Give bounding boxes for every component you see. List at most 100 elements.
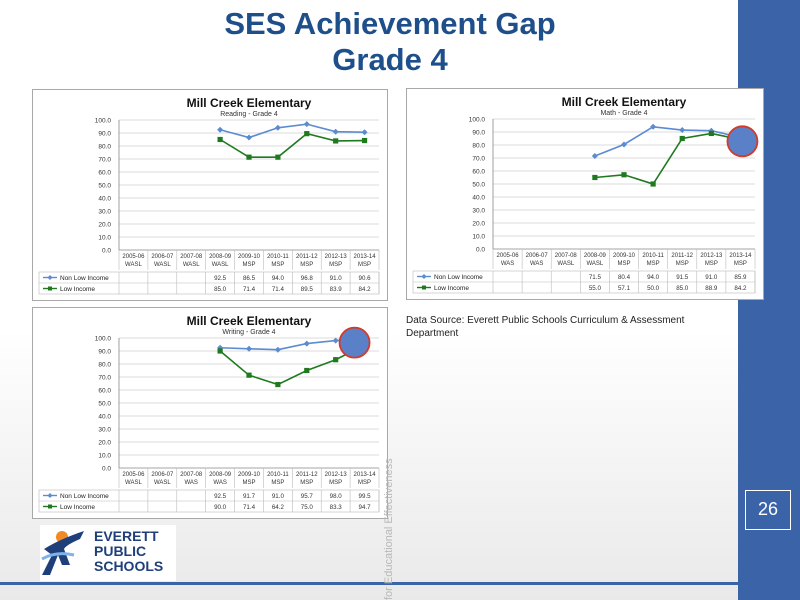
series-line-low-income — [219, 344, 365, 386]
data-point — [304, 131, 310, 137]
y-tick-label: 100.0 — [95, 336, 112, 343]
data-table-value: 55.0 — [589, 285, 602, 292]
y-tick-label: 70.0 — [98, 375, 111, 382]
legend-label: Non Low Income — [60, 275, 109, 282]
chart-title: Mill Creek Elementary — [187, 314, 312, 328]
data-table-value: 91.7 — [243, 493, 256, 500]
y-tick-label: 60.0 — [472, 169, 485, 176]
y-tick-label: 50.0 — [98, 183, 111, 190]
highlight-circle — [726, 125, 759, 158]
y-tick-label: 0.0 — [102, 466, 111, 473]
data-table-value: 86.5 — [243, 275, 256, 282]
data-point — [274, 124, 281, 131]
x-tick-label: 2005-06 — [122, 254, 145, 260]
x-test-label: WASL — [154, 262, 171, 268]
series-line-low-income — [219, 132, 365, 158]
x-tick-label: 2006-07 — [151, 472, 174, 478]
data-table-value: 94.0 — [647, 274, 660, 281]
y-tick-label: 30.0 — [98, 427, 111, 434]
y-tick-label: 10.0 — [472, 234, 485, 241]
y-tick-label: 70.0 — [472, 156, 485, 163]
y-tick-label: 80.0 — [472, 143, 485, 150]
y-tick-label: 50.0 — [472, 182, 485, 189]
x-tick-label: 2006-07 — [526, 253, 549, 259]
x-tick-label: 2010-11 — [642, 253, 664, 259]
y-tick-label: 70.0 — [98, 157, 111, 164]
data-table-value: 80.4 — [618, 274, 631, 281]
data-point — [303, 340, 310, 347]
y-tick-label: 40.0 — [98, 196, 111, 203]
y-tick-label: 0.0 — [476, 247, 485, 254]
legend-marker — [421, 274, 427, 279]
x-test-label: WAS — [501, 261, 514, 267]
data-table-value: 57.1 — [618, 285, 631, 292]
y-tick-label: 90.0 — [472, 130, 485, 137]
data-table-value: 84.2 — [359, 286, 372, 293]
legend-label: Low Income — [60, 286, 95, 293]
data-table-value: 75.0 — [301, 504, 314, 511]
district-logo: EVERETT PUBLIC SCHOOLS — [40, 525, 176, 581]
data-table-value: 94.0 — [272, 275, 285, 282]
legend-marker — [47, 493, 53, 498]
data-table-value: 50.0 — [647, 285, 660, 292]
data-point — [246, 134, 252, 141]
chart-subtitle: Math - Grade 4 — [600, 110, 647, 117]
data-table-value: 89.5 — [301, 286, 314, 293]
data-point — [650, 123, 657, 130]
y-tick-label: 30.0 — [472, 208, 485, 215]
x-test-label: MSP — [647, 261, 660, 267]
data-table-value: 85.0 — [214, 286, 227, 293]
data-table-value: 91.0 — [705, 274, 718, 281]
x-tick-label: 2008-09 — [209, 254, 232, 260]
legend-label: Low Income — [434, 285, 469, 292]
x-test-label: MSP — [358, 262, 371, 268]
data-table-value: 71.4 — [243, 286, 256, 293]
vertical-caption: for Educational Effectiveness — [383, 458, 395, 600]
data-table-value: 85.9 — [734, 274, 747, 281]
data-point — [303, 121, 310, 128]
x-tick-label: 2008-09 — [584, 253, 607, 259]
y-tick-label: 100.0 — [469, 117, 486, 124]
x-tick-label: 2013-14 — [354, 254, 377, 260]
chart-subtitle: Writing - Grade 4 — [222, 329, 275, 336]
data-table-value: 90.0 — [214, 504, 227, 511]
x-tick-label: 2012-13 — [325, 472, 348, 478]
y-tick-label: 50.0 — [98, 401, 111, 408]
x-tick-label: 2011-12 — [296, 472, 318, 478]
x-test-label: WASL — [183, 262, 200, 268]
data-table-value: 71.5 — [589, 274, 602, 281]
chart-title: Mill Creek Elementary — [187, 96, 312, 110]
y-tick-label: 90.0 — [98, 349, 111, 356]
x-tick-label: 2005-06 — [497, 253, 520, 259]
data-table-value: 85.0 — [676, 285, 689, 292]
x-test-label: WASL — [125, 480, 142, 486]
data-table-value: 94.7 — [359, 504, 372, 511]
x-tick-label: 2012-13 — [325, 254, 348, 260]
logo-line-2: PUBLIC — [94, 543, 147, 559]
legend-label: Non Low Income — [60, 493, 109, 500]
data-point — [304, 367, 310, 374]
data-point — [333, 357, 339, 363]
data-point — [333, 138, 339, 144]
x-test-label: MSP — [300, 480, 313, 486]
data-point — [591, 153, 598, 160]
y-tick-label: 20.0 — [98, 222, 111, 229]
data-point — [621, 141, 627, 148]
writing-chart-panel: Mill Creek Elementary Writing - Grade 4 0.… — [32, 307, 388, 519]
x-test-label: WAS — [530, 261, 543, 267]
x-test-label: MSP — [329, 480, 342, 486]
page-number: 26 — [745, 490, 791, 530]
x-tick-label: 2011-12 — [671, 253, 693, 259]
x-test-label: WAS — [184, 480, 197, 486]
data-source-note: Data Source: Everett Public Schools Curr… — [406, 315, 685, 339]
bottom-rule — [0, 582, 800, 585]
x-tick-label: 2007-08 — [555, 253, 578, 259]
x-tick-label: 2009-10 — [238, 472, 261, 478]
math-chart-panel: Mill Creek Elementary Math - Grade 4 0.0 10… — [406, 88, 764, 300]
x-tick-label: 2006-07 — [151, 254, 174, 260]
data-table-value: 71.4 — [243, 504, 256, 511]
x-test-label: MSP — [705, 261, 718, 267]
x-tick-label: 2007-08 — [180, 254, 203, 260]
